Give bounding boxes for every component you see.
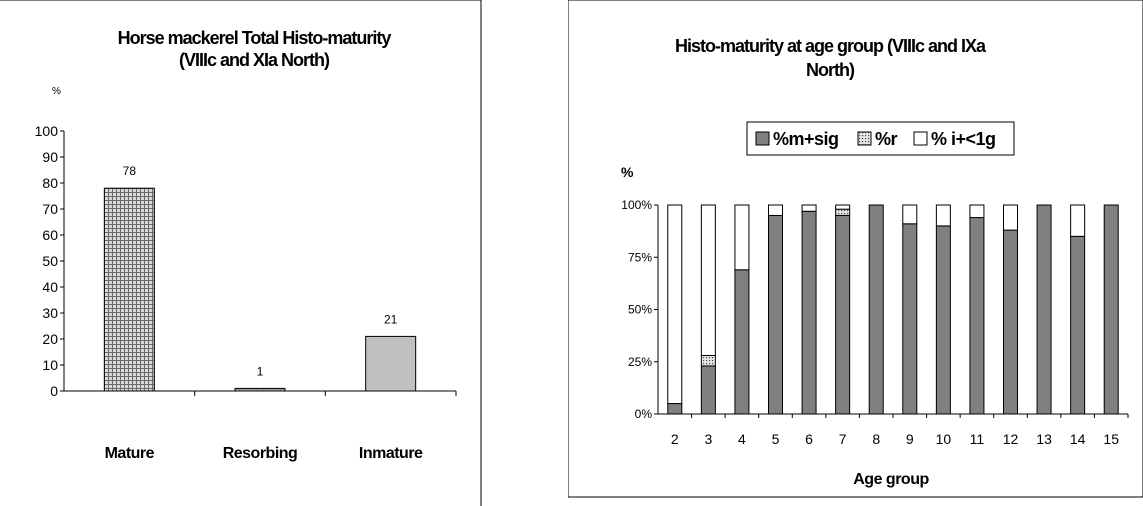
- bar-segment-series-2: [935, 204, 951, 227]
- bar-segment-series-2: [902, 204, 918, 225]
- bar-segment-series-0: [700, 365, 716, 415]
- y-tick-label: 20: [42, 331, 58, 347]
- y-tick-label: 100: [35, 123, 59, 139]
- x-tick-label: 4: [738, 431, 746, 447]
- legend-swatch: [857, 131, 872, 146]
- plot-area: 0 10 20 30 40 50 60 70 80 90 100 78 Mature 1 Resorbing…: [35, 123, 457, 462]
- legend-box: [746, 121, 1015, 156]
- category-label: Resorbing: [223, 445, 298, 462]
- bar-segment-series-2: [801, 204, 817, 212]
- histo-maturity-by-age-chart: Histo-maturity at age group (VIIIc and I…: [568, 0, 1143, 498]
- bar-mature: [103, 187, 155, 392]
- x-tick-label: 13: [1036, 431, 1052, 447]
- y-tick-label: 10: [42, 357, 58, 373]
- bar-segment-series-2: [1003, 204, 1018, 231]
- legend-label: %r: [875, 129, 898, 149]
- legend-label: % i+<1g: [931, 129, 996, 149]
- y-tick-label: 30: [42, 305, 58, 321]
- bar-segment-series-2: [768, 204, 783, 216]
- x-tick-label: 3: [704, 431, 712, 447]
- data-label: 78: [123, 164, 137, 178]
- y-unit-label: %: [621, 164, 634, 180]
- category-label: Mature: [105, 445, 155, 462]
- bar-segment-series-0: [768, 214, 783, 415]
- bar-segment-series-0: [667, 403, 683, 415]
- y-tick-label: 60: [42, 227, 58, 243]
- legend: %m+sig %r % i+<1g: [746, 121, 1015, 156]
- chart-title-line-1: Histo-maturity at age group (VIIIc and I…: [675, 36, 987, 56]
- y-tick-label: 75%: [628, 250, 652, 264]
- bar-segment-series-2: [667, 204, 683, 405]
- x-tick-label: 2: [671, 431, 679, 447]
- bar-segment-series-2: [969, 204, 985, 219]
- chart-title-line-1: Horse mackerel Total Histo-maturity: [118, 28, 392, 48]
- y-tick-label: 0: [50, 383, 58, 399]
- bar-segment-series-0: [1070, 235, 1086, 415]
- bar-inmature: [365, 335, 417, 392]
- bar-segment-series-0: [1036, 204, 1052, 415]
- x-tick-label: 15: [1103, 431, 1119, 447]
- bar-segment-series-2: [734, 204, 750, 271]
- y-unit-label: %: [52, 86, 61, 97]
- y-tick-label: 40: [42, 279, 58, 295]
- plot-area: 0% 25% 50% 75% 100% 2 3 4 5 6 7 8 9 10 11 12 13 14 15: [621, 198, 1129, 447]
- y-tick-label: 0%: [635, 407, 653, 421]
- bar-segment-series-0: [734, 269, 750, 415]
- y-tick-label: 25%: [628, 355, 652, 369]
- bar-segment-series-0: [935, 225, 951, 415]
- legend-label: %m+sig: [773, 129, 839, 149]
- x-tick-label: 5: [772, 431, 780, 447]
- x-tick-label: 9: [906, 431, 914, 447]
- chart-panel-histo-maturity-by-age: Histo-maturity at age group (VIIIc and I…: [568, 0, 1143, 506]
- chart-title-line-2: North): [806, 60, 855, 80]
- y-tick-label: 50: [42, 253, 58, 269]
- x-tick-label: 10: [936, 431, 952, 447]
- bar-segment-series-0: [1103, 204, 1119, 415]
- bar-segment-series-0: [835, 214, 851, 415]
- x-tick-label: 12: [1003, 431, 1019, 447]
- bar-resorbing: [234, 387, 286, 392]
- bar-segment-series-0: [969, 217, 985, 415]
- bar-segment-series-0: [902, 223, 918, 415]
- chart-panel-total-histo-maturity: Horse mackerel Total Histo-maturity (VII…: [0, 0, 482, 506]
- y-tick-label: 80: [42, 175, 58, 191]
- total-histo-maturity-chart: Horse mackerel Total Histo-maturity (VII…: [0, 0, 482, 506]
- bar-segment-series-2: [700, 204, 716, 356]
- bar-segment-series-0: [801, 210, 817, 415]
- y-tick-label: 70: [42, 201, 58, 217]
- x-axis-title: Age group: [853, 471, 929, 488]
- x-tick-label: 14: [1070, 431, 1086, 447]
- x-tick-label: 8: [872, 431, 880, 447]
- y-tick-label: 50%: [628, 303, 652, 317]
- bar-segment-series-2: [835, 204, 851, 210]
- legend-swatch: [755, 131, 770, 146]
- x-tick-label: 6: [805, 431, 813, 447]
- bar-segment-series-2: [1070, 204, 1086, 237]
- bar-segment-series-0: [1003, 229, 1018, 415]
- bar-segment-series-1: [835, 208, 851, 216]
- y-tick-label: 100%: [621, 198, 652, 212]
- category-label: Inmature: [359, 445, 423, 462]
- x-tick-label: 7: [839, 431, 847, 447]
- y-tick-label: 90: [42, 149, 58, 165]
- legend-swatch: [913, 131, 928, 146]
- data-label: 21: [384, 312, 398, 326]
- x-tick-label: 11: [970, 431, 985, 447]
- data-label: 1: [257, 364, 264, 378]
- chart-title-line-2: (VIIIc and XIa North): [179, 50, 330, 70]
- bar-segment-series-0: [868, 204, 884, 415]
- bar-segment-series-1: [700, 354, 716, 367]
